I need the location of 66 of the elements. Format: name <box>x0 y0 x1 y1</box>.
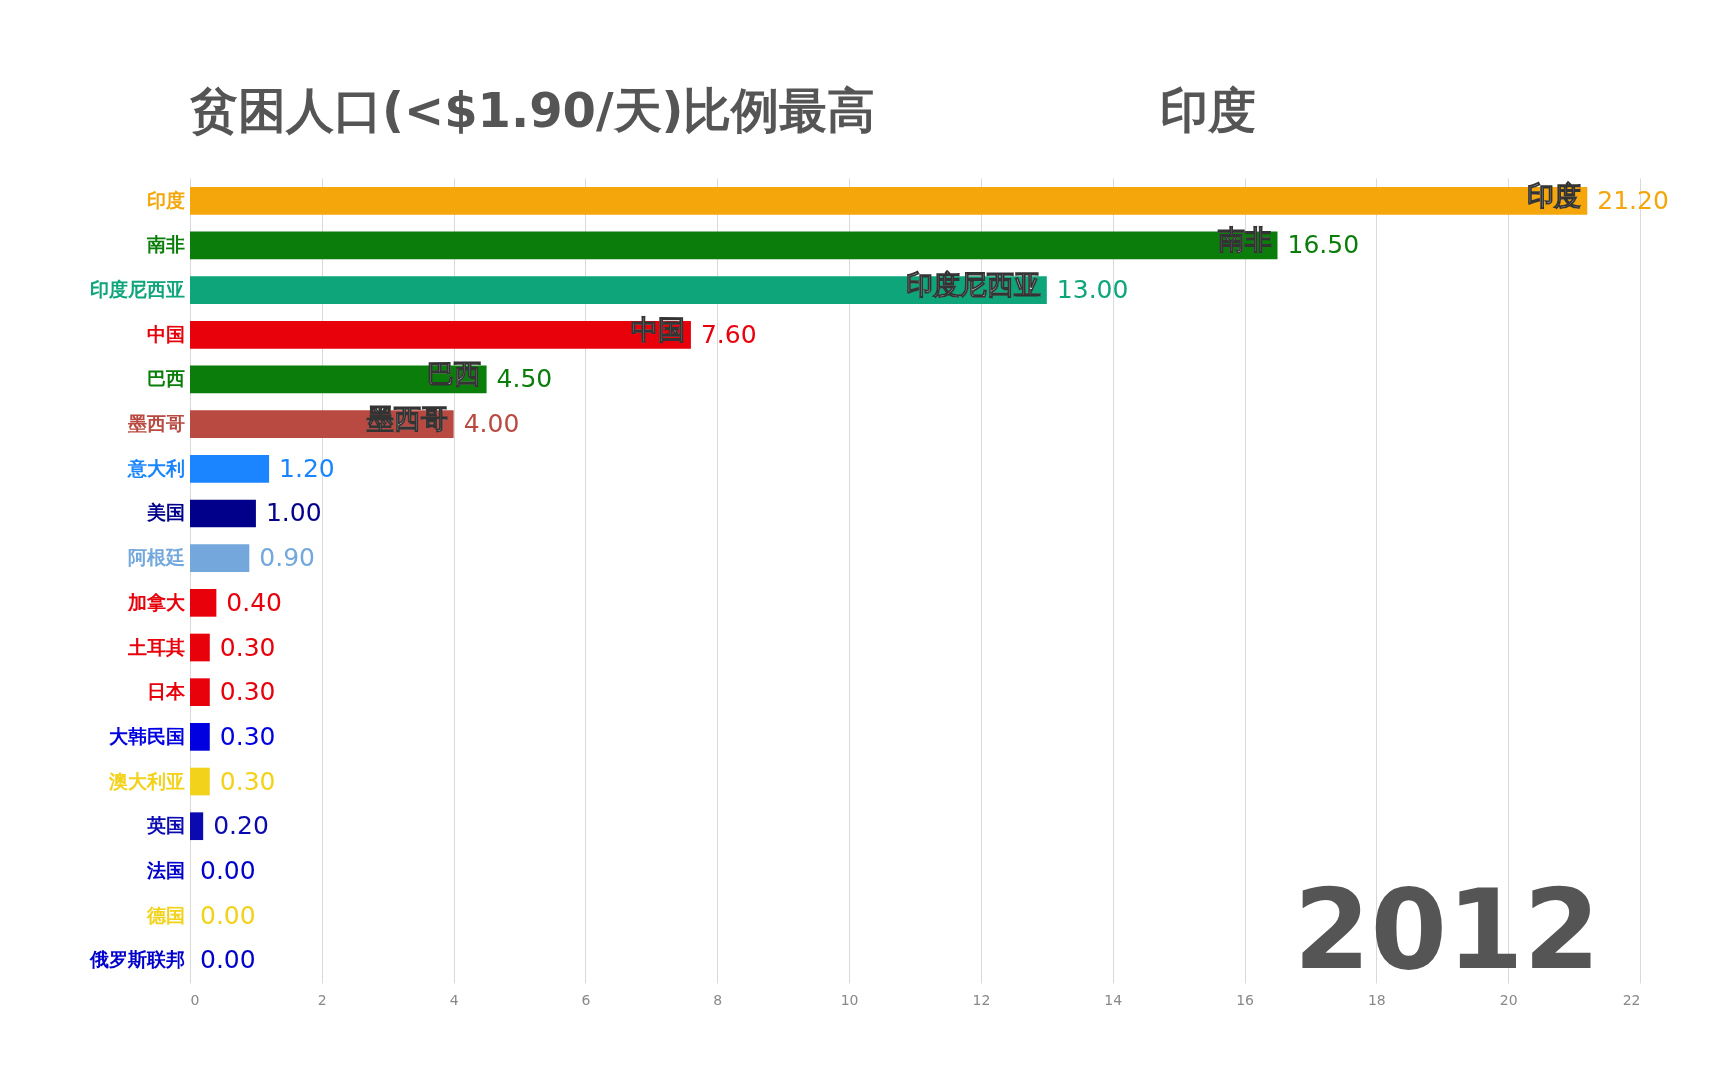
y-tick-label: 印度尼西亚 <box>89 278 185 301</box>
data-label: 1.00 <box>265 498 322 528</box>
annotation: 中国 <box>630 313 685 345</box>
data-label: 0.00 <box>200 900 256 930</box>
y-tick-label: 巴西 <box>146 367 185 390</box>
annotation: 墨西哥 <box>365 403 448 435</box>
x-tick-label: 10 <box>840 991 859 1008</box>
data-label: 0.30 <box>219 677 276 707</box>
annotation: 印度尼西亚 <box>905 269 1041 301</box>
y-tick-label: 美国 <box>145 501 185 524</box>
annotation: 印度 <box>1527 179 1582 211</box>
x-tick-label: 16 <box>1236 991 1255 1008</box>
data-label: 13.00 <box>1056 275 1129 305</box>
data-label: 0.30 <box>219 632 276 662</box>
x-tick-label: 4 <box>449 991 459 1008</box>
annotation: 2012 <box>1293 866 1600 994</box>
x-tick-label: 6 <box>581 991 591 1008</box>
x-tick-label: 12 <box>972 991 991 1008</box>
bar <box>190 767 210 796</box>
data-label: 0.00 <box>200 855 256 885</box>
data-label: 0.30 <box>219 721 276 751</box>
data-label: 0.00 <box>200 945 256 975</box>
data-label: 21.20 <box>1597 185 1669 215</box>
chart-subtitle: 印度 <box>1160 82 1256 138</box>
y-tick-label: 澳大利亚 <box>107 769 185 792</box>
bar <box>190 544 250 573</box>
annotation: 巴西 <box>426 358 481 390</box>
x-tick-label: 20 <box>1499 991 1518 1008</box>
x-tick-label: 18 <box>1367 991 1386 1008</box>
y-tick-label: 意大利 <box>126 456 185 479</box>
y-tick-label: 大韩民国 <box>108 724 185 747</box>
x-tick-label: 2 <box>317 991 327 1008</box>
bar <box>190 454 270 483</box>
y-tick-label: 中国 <box>146 322 185 345</box>
bar <box>190 723 210 751</box>
annotation: 南非 <box>1216 224 1272 256</box>
y-tick-label: 日本 <box>146 680 186 703</box>
y-tick-label: 印度 <box>146 188 185 211</box>
data-label: 16.50 <box>1287 230 1360 260</box>
data-label: 1.20 <box>279 453 335 483</box>
y-tick-label: 德国 <box>145 903 185 926</box>
data-label: 0.40 <box>226 587 283 617</box>
bar <box>190 812 204 841</box>
bar <box>190 678 210 707</box>
chart-title: 贫困人口(<$1.90/天)比例最高 <box>189 82 876 138</box>
data-label: 4.00 <box>463 409 520 439</box>
data-label: 4.50 <box>496 364 553 394</box>
x-tick-label: 0 <box>190 991 200 1008</box>
data-label: 0.20 <box>213 811 269 841</box>
y-tick-label: 墨西哥 <box>126 412 185 435</box>
bar <box>190 588 217 617</box>
y-tick-label: 阿根廷 <box>127 546 185 569</box>
y-tick-label: 英国 <box>145 814 185 837</box>
x-tick-label: 8 <box>713 991 723 1008</box>
x-tick-label: 22 <box>1622 991 1641 1008</box>
y-tick-label: 加拿大 <box>126 590 186 613</box>
bar <box>190 499 256 528</box>
data-label: 7.60 <box>700 319 757 349</box>
y-tick-label: 土耳其 <box>126 635 185 658</box>
y-tick-label: 俄罗斯联邦 <box>88 948 185 971</box>
x-tick-label: 14 <box>1104 991 1123 1008</box>
y-tick-label: 南非 <box>145 233 185 256</box>
bar <box>190 633 210 662</box>
data-label: 0.30 <box>219 766 276 796</box>
data-label: 0.90 <box>259 543 315 573</box>
y-tick-label: 法国 <box>145 858 185 881</box>
